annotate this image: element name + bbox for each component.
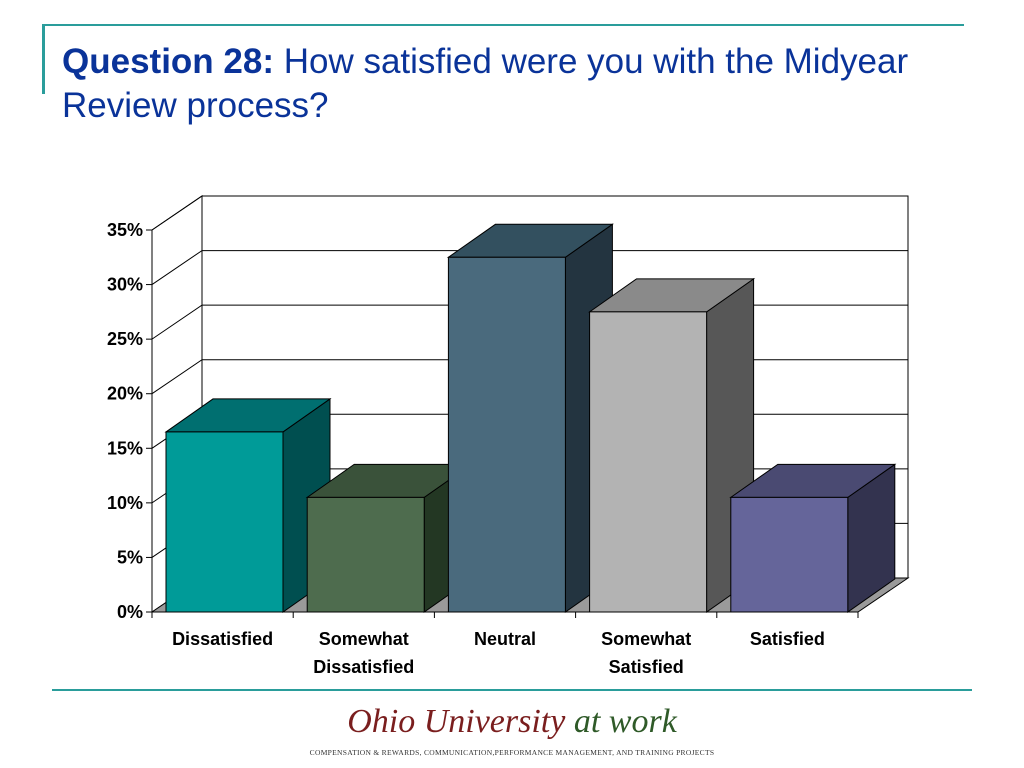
bar-1: [306, 496, 425, 613]
bar-2: [447, 256, 566, 613]
bar-chart: 0% 5% 10% 15% 20% 25% 30% 35% Dissatisfied Somewh…: [107, 195, 910, 677]
category-label-3-line-1: Satisfied: [609, 657, 684, 677]
logo-main: Ohio University: [347, 703, 566, 740]
footer-tagline: COMPENSATION & REWARDS, COMMUNICATION,PE…: [309, 748, 715, 757]
slide-title-question: How satisfied were you with the Midyear …: [62, 42, 909, 125]
gridline-30: [151, 250, 908, 285]
y-tick-label-30: 30%: [107, 275, 143, 295]
y-tick-label-25: 25%: [107, 329, 143, 349]
footer-rule: [52, 689, 972, 691]
title-frame-top-rule: [42, 24, 964, 26]
slide-title-lead: Question 28:: [62, 42, 274, 81]
y-tick-label-35: 35%: [107, 220, 143, 240]
footer-logo: Ohio University at work: [0, 703, 1024, 741]
category-label-3-line-0: Somewhat: [601, 629, 691, 649]
category-label-0-line-0: Dissatisfied: [172, 629, 273, 649]
gridline-35: [151, 195, 908, 231]
category-label-1-line-0: Somewhat: [319, 629, 409, 649]
category-label-4-line-0: Satisfied: [750, 629, 825, 649]
bar-4: [730, 496, 849, 613]
slide-title: Question 28: How satisfied were you with…: [62, 40, 942, 128]
y-tick-label-0: 0%: [117, 602, 143, 622]
title-frame-left-rule: [42, 26, 45, 94]
logo-tail: at work: [565, 703, 677, 740]
bar-3: [589, 311, 708, 613]
y-tick-label-5: 5%: [117, 547, 143, 567]
category-label-1-line-1: Dissatisfied: [313, 657, 414, 677]
bar-0: [165, 431, 284, 613]
y-tick-label-15: 15%: [107, 438, 143, 458]
y-tick-label-10: 10%: [107, 493, 143, 513]
category-label-2-line-0: Neutral: [474, 629, 536, 649]
y-tick-label-20: 20%: [107, 384, 143, 404]
